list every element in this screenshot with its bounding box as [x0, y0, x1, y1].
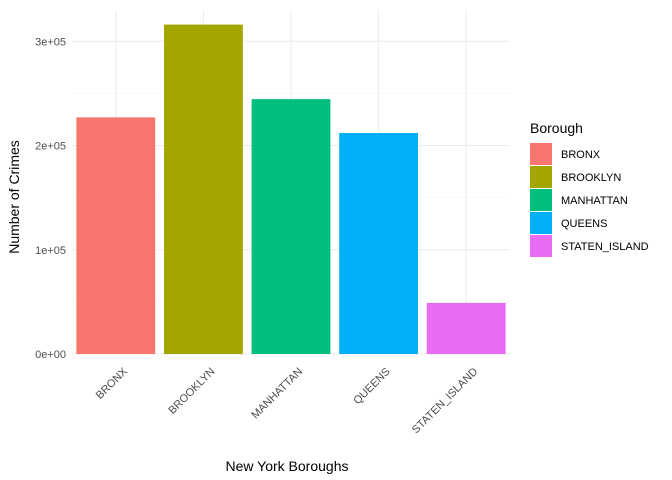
legend-label: QUEENS	[561, 218, 607, 230]
y-tick-label: 0e+00	[35, 349, 66, 361]
bar-bronx	[76, 117, 156, 355]
legend-key-staten-island	[530, 235, 552, 257]
bar-brooklyn	[163, 24, 243, 355]
x-axis-ticks: BRONX BROOKLYN MANHATTAN QUEENS STATEN_ISLAN…	[94, 365, 481, 436]
legend-label: MANHATTAN	[561, 195, 628, 207]
x-tick-label: BROOKLYN	[166, 366, 217, 417]
bar-queens	[339, 133, 419, 354]
bar-staten-island	[426, 302, 506, 354]
legend-key-queens	[530, 212, 552, 234]
legend-label: STATEN_ISLAND	[561, 241, 649, 253]
x-tick-label: MANHATTAN	[249, 366, 305, 422]
legend-key-manhattan	[530, 189, 552, 211]
legend-title: Borough	[530, 120, 583, 136]
legend-label: BRONX	[561, 149, 601, 161]
y-tick-label: 3e+05	[35, 36, 66, 48]
bars	[76, 24, 506, 355]
bar-manhattan	[251, 99, 331, 354]
y-tick-label: 2e+05	[35, 141, 66, 153]
y-tick-label: 1e+05	[35, 245, 66, 257]
x-tick-label: BRONX	[94, 365, 131, 402]
legend-key-bronx	[530, 143, 552, 165]
legend-key-brooklyn	[530, 166, 552, 188]
legend: Borough BRONX BROOKLYN MANHATTAN QUEENS STAT…	[530, 120, 649, 257]
x-tick-label: STATEN_ISLAND	[410, 366, 480, 436]
legend-label: BROOKLYN	[561, 172, 621, 184]
y-axis-title: Number of Crimes	[6, 140, 22, 254]
y-axis-ticks: 0e+00 1e+05 2e+05 3e+05	[35, 36, 66, 361]
x-tick-label: QUEENS	[351, 366, 392, 407]
x-axis-title: New York Boroughs	[226, 458, 349, 474]
